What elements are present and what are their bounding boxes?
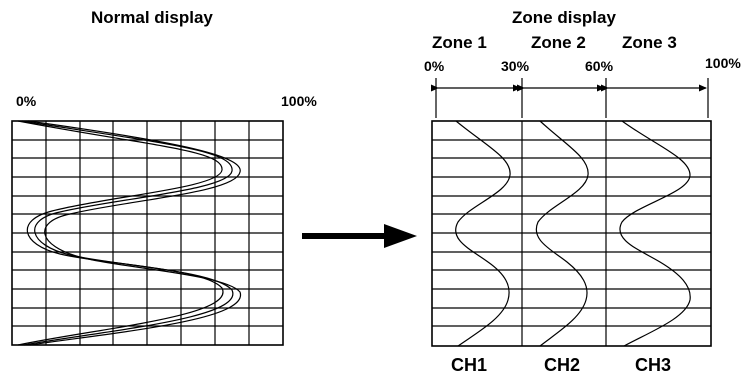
zone-waveform-ch1 [455,120,511,347]
zone-1-label: Zone 1 [432,33,487,52]
normal-scale-left-label: 0% [16,93,37,109]
normal-display-title: Normal display [91,8,213,27]
zone-scale-60-label: 60% [585,58,614,74]
zone-display-grid [431,120,712,347]
channel-2-label: CH2 [544,355,581,375]
channel-1-label: CH1 [451,355,488,375]
channel-3-label: CH3 [635,355,672,375]
zone-display-waveforms [455,120,691,347]
normal-waveform-ch3 [17,120,224,346]
transition-arrow [302,224,417,248]
normal-scale-right-label: 100% [281,93,317,109]
zone-scale-markers [431,78,709,118]
normal-display-waveforms [17,120,241,346]
zone-display-title: Zone display [512,8,616,27]
zone-waveform-ch2 [535,120,589,347]
zone-waveform-ch3 [619,120,691,347]
zone-scale-0-label: 0% [424,58,445,74]
normal-display-grid [11,120,284,346]
zone-scale-100-label: 100% [705,55,741,71]
zone-3-label: Zone 3 [622,33,677,52]
normal-waveform-ch2 [27,120,241,346]
zone-scale-30-label: 30% [501,58,530,74]
normal-waveform-ch1 [21,120,234,346]
zone-2-label: Zone 2 [531,33,586,52]
